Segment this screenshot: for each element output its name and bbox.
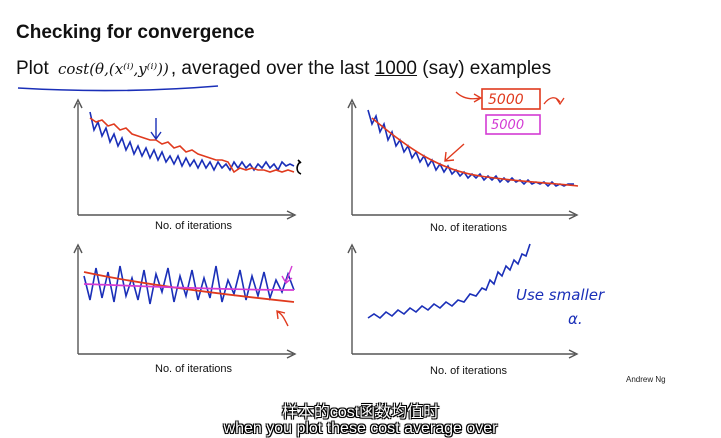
subtitle-number: 1000	[374, 58, 418, 79]
x-axis-arrow	[568, 210, 579, 220]
red-hook	[543, 97, 565, 106]
use-smaller-note: Use smaller	[516, 286, 605, 304]
blue-curve	[367, 243, 531, 320]
x-axis-arrow	[286, 210, 297, 220]
chart-top-left	[73, 98, 302, 220]
slide-subtitle: Plot cost(θ,(x⁽ⁱ⁾,y⁽ⁱ⁾)), averaged over …	[16, 58, 551, 80]
chart-1-xlabel: No. of iterations	[155, 220, 233, 232]
x-axis-arrow	[286, 349, 297, 359]
chart-4-xlabel: No. of iterations	[430, 365, 508, 377]
blue-curve	[89, 111, 295, 172]
red-curve	[89, 117, 295, 174]
red-box	[481, 88, 541, 110]
author-credit: Andrew Ng	[626, 375, 666, 384]
chart-bottom-right: Use smaller α.	[347, 243, 605, 359]
subtitle-middle: , averaged over the last	[170, 58, 370, 79]
blue-arrow-annotation	[150, 118, 162, 141]
y-axis-arrow	[347, 243, 357, 254]
chart-2-xlabel: No. of iterations	[430, 222, 508, 234]
red-arrow-to-box	[455, 91, 483, 103]
red-curve	[371, 117, 579, 187]
y-axis-arrow	[73, 243, 83, 254]
y-axis-arrow	[73, 98, 83, 109]
black-mark-annotation	[296, 159, 302, 175]
red-arrow-annotation	[444, 143, 465, 162]
magenta-box	[485, 114, 541, 135]
chart-3-xlabel: No. of iterations	[155, 363, 233, 375]
x-axis-arrow	[568, 349, 579, 359]
chart-bottom-left	[73, 243, 297, 359]
formula-underline	[17, 85, 219, 92]
subtitle-suffix: (say) examples	[422, 58, 552, 79]
magenta-curve	[83, 283, 295, 291]
magenta-box-text: 5000	[491, 118, 524, 133]
blue-curve	[83, 265, 295, 305]
y-axis-arrow	[347, 98, 357, 109]
red-arrow-annotation	[276, 310, 289, 327]
subtitle-chinese: 样本的cost函数均值时	[281, 404, 440, 421]
magenta-arrow-annotation	[281, 265, 293, 285]
subtitle-english: when you plot these cost average over	[223, 420, 498, 437]
slide-title: Checking for convergence	[16, 22, 255, 43]
alpha-note: α.	[568, 310, 583, 328]
cost-formula: cost(θ,(x⁽ⁱ⁾,y⁽ⁱ⁾))	[58, 60, 169, 78]
chart-top-right: 5000 5000	[347, 88, 579, 220]
subtitle-prefix: Plot	[16, 58, 49, 79]
red-box-text: 5000	[488, 92, 524, 108]
